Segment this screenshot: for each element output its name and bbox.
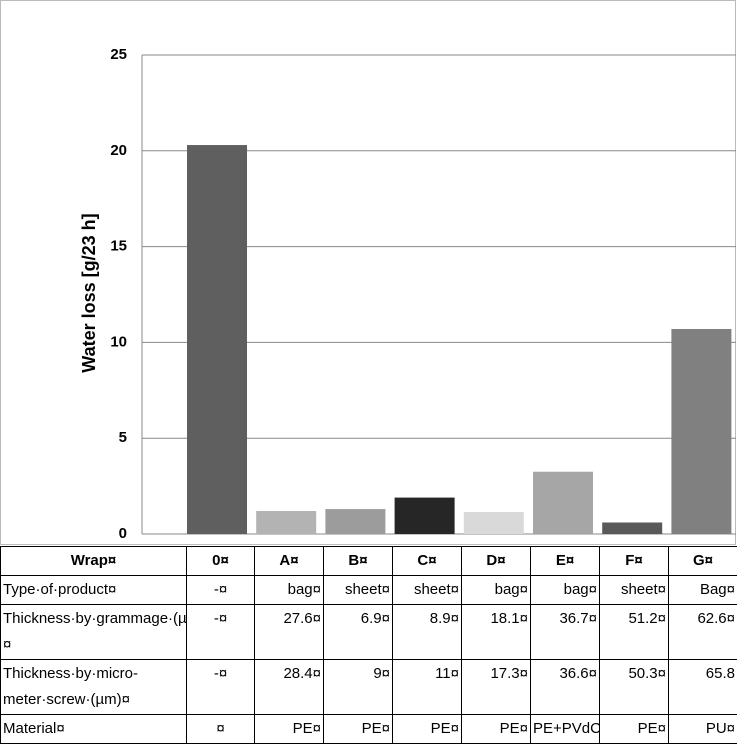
header-cell: E¤ <box>530 546 600 576</box>
chart: Water loss [g/23 h] 0 5 10 15 20 25 <box>0 0 736 545</box>
y-tick-label: 5 <box>119 429 127 446</box>
table-row: Type·of·product¤ -¤ bag¤ sheet¤ sheet¤ bag¤ ba… <box>0 575 737 605</box>
table-cell: 36.6¤ <box>530 659 600 715</box>
table-cell: Material¤ <box>0 714 187 744</box>
table-cell: Type·of·product¤ <box>0 575 187 605</box>
table-cell: -¤ <box>186 604 255 660</box>
table-cell: 50.3¤ <box>599 659 669 715</box>
table-cell: -¤ <box>186 575 255 605</box>
header-cell: 0¤ <box>186 546 255 576</box>
table-cell: bag¤ <box>254 575 324 605</box>
bar <box>463 511 524 534</box>
header-cell: C¤ <box>392 546 462 576</box>
y-tick-label: 0 <box>119 525 127 542</box>
table-cell: bag¤ <box>530 575 600 605</box>
table-cell: 62.6¤ <box>668 604 737 660</box>
table-cell: PE¤ <box>323 714 393 744</box>
chart-frame <box>0 0 736 545</box>
y-tick-label: 25 <box>110 46 127 63</box>
table-cell: bag¤ <box>461 575 531 605</box>
table-cell: Thickness·by·grammage·(µm)¤ <box>0 604 187 660</box>
table-cell: 11¤ <box>392 659 462 715</box>
y-tick-label: 15 <box>110 238 127 255</box>
table-cell: PE¤ <box>254 714 324 744</box>
header-cell: A¤ <box>254 546 324 576</box>
header-cell: F¤ <box>599 546 669 576</box>
table-row: Thickness·by·grammage·(µm)¤ -¤ 27.6¤ 6.9¤ 8.… <box>0 604 737 660</box>
bar <box>394 497 455 534</box>
table-cell: PU¤ <box>668 714 737 744</box>
table-cell: sheet¤ <box>323 575 393 605</box>
y-tick-label: 10 <box>110 333 127 350</box>
y-axis-label: Water loss [g/23 h] <box>79 213 99 372</box>
bar <box>325 509 386 534</box>
table-cell: sheet¤ <box>392 575 462 605</box>
table-cell: 27.6¤ <box>254 604 324 660</box>
bar <box>533 471 593 534</box>
table-row: Thickness·by·micro-meter·screw·(µm)¤ -¤ 28… <box>0 659 737 715</box>
table-cell: 17.3¤ <box>461 659 531 715</box>
table-cell: 8.9¤ <box>392 604 462 660</box>
table-cell: 9¤ <box>323 659 393 715</box>
table-cell: -¤ <box>186 659 255 715</box>
data-table: Wrap¤ 0¤ A¤ B¤ C¤ D¤ E¤ F¤ G¤ Type·of·product¤ -¤ b… <box>0 546 737 744</box>
table-cell: Bag¤ <box>668 575 737 605</box>
header-cell: D¤ <box>461 546 531 576</box>
table-cell: sheet¤ <box>599 575 669 605</box>
header-cell: Wrap¤ <box>0 546 187 576</box>
bar <box>187 145 247 534</box>
table-cell: Thickness·by·micro-meter·screw·(µm)¤ <box>0 659 187 715</box>
table-cell: PE¤ <box>599 714 669 744</box>
bar <box>671 328 732 534</box>
table-cell: 18.1¤ <box>461 604 531 660</box>
header-cell: G¤ <box>668 546 737 576</box>
table-cell: ¤ <box>186 714 255 744</box>
bar <box>602 522 663 534</box>
table-row: Material¤ ¤ PE¤ PE¤ PE¤ PE¤ PE+PVdC PE¤ PU¤ <box>0 714 737 744</box>
table-cell: 28.4¤ <box>254 659 324 715</box>
table-cell: 65.8 <box>668 659 737 715</box>
table-cell: 36.7¤ <box>530 604 600 660</box>
table-cell: PE¤ <box>392 714 462 744</box>
table-cell: PE+PVdC <box>530 714 600 744</box>
header-cell: B¤ <box>323 546 393 576</box>
table-cell: PE¤ <box>461 714 531 744</box>
table-cell: 51.2¤ <box>599 604 669 660</box>
table-cell: 6.9¤ <box>323 604 393 660</box>
table-row: Wrap¤ 0¤ A¤ B¤ C¤ D¤ E¤ F¤ G¤ <box>0 546 737 576</box>
y-tick-label: 20 <box>110 142 127 159</box>
bar <box>256 511 317 534</box>
